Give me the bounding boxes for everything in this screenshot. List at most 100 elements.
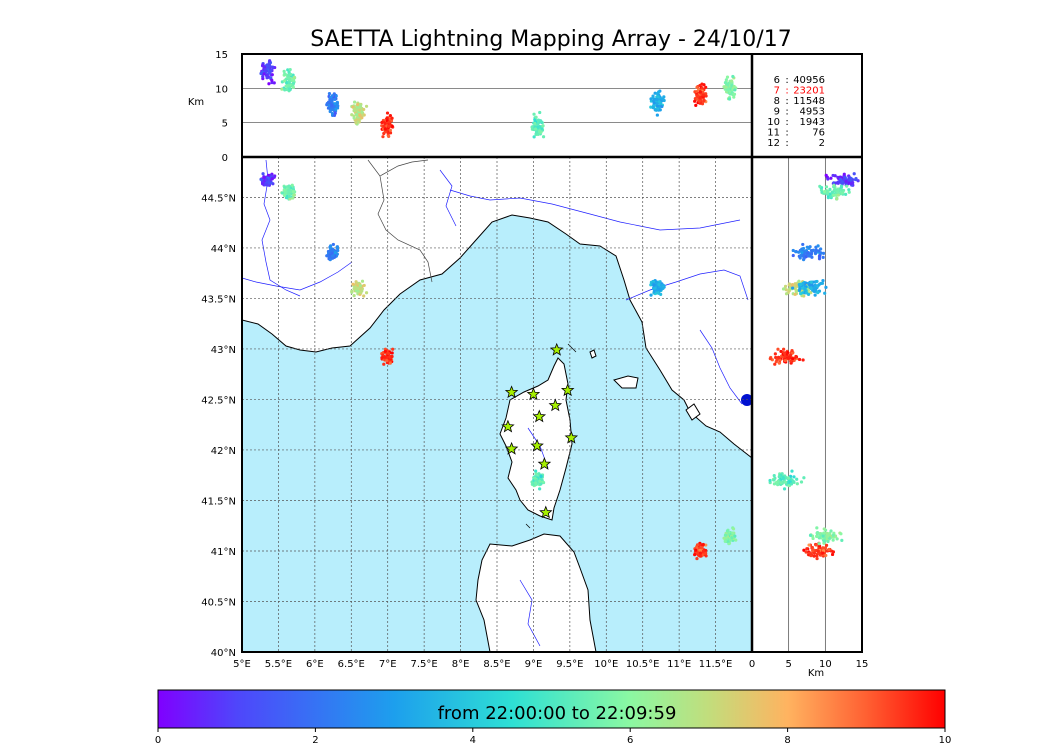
right-source-point bbox=[804, 291, 809, 295]
map-source-point bbox=[260, 182, 265, 186]
map-x-tick-label: 10°E bbox=[594, 659, 618, 670]
right-source-point bbox=[773, 352, 777, 356]
top-source-point bbox=[288, 67, 292, 72]
right-source-point bbox=[841, 191, 845, 195]
map-y-tick-label: 43°N bbox=[211, 345, 236, 356]
top-source-point bbox=[694, 103, 698, 107]
right-source-point bbox=[812, 554, 816, 558]
top-source-point bbox=[657, 100, 661, 104]
map-source-point bbox=[364, 291, 369, 295]
right-source-point bbox=[849, 178, 853, 182]
top-source-point bbox=[729, 79, 734, 83]
map-source-point bbox=[388, 361, 392, 365]
right-source-point bbox=[853, 177, 858, 182]
map-source-point bbox=[383, 355, 387, 359]
right-source-point bbox=[819, 247, 823, 251]
map-y-tick-label: 42°N bbox=[211, 446, 236, 457]
right-source-point bbox=[817, 283, 821, 287]
top-source-point bbox=[354, 120, 358, 125]
top-source-point bbox=[698, 96, 702, 100]
right-source-point bbox=[818, 184, 822, 188]
river-arno bbox=[625, 269, 749, 301]
legend-altitude-label: 11 bbox=[767, 128, 780, 139]
map-source-point bbox=[693, 552, 697, 557]
top-source-point bbox=[693, 90, 697, 94]
top-source-point bbox=[726, 88, 730, 92]
legend-separator: : bbox=[785, 107, 788, 118]
top-source-point bbox=[286, 75, 290, 80]
map-source-point bbox=[331, 253, 335, 258]
map-source-point bbox=[267, 181, 271, 185]
map-source-point bbox=[330, 248, 334, 252]
right-source-point bbox=[856, 179, 860, 183]
map-source-point bbox=[264, 177, 268, 182]
top-source-point bbox=[534, 132, 538, 136]
top-source-point bbox=[287, 73, 291, 77]
right-source-point bbox=[798, 287, 802, 291]
map-source-cluster bbox=[280, 183, 297, 201]
top-source-point bbox=[652, 101, 656, 105]
top-source-point bbox=[655, 113, 659, 117]
right-panel-gridlines bbox=[788, 157, 826, 652]
map-source-point bbox=[283, 191, 287, 195]
top-source-point bbox=[287, 70, 291, 74]
right-source-point bbox=[823, 291, 827, 295]
figure-title: SAETTA Lightning Mapping Array - 24/10/1… bbox=[310, 27, 791, 52]
top-panel-sources bbox=[259, 59, 738, 139]
top-source-cluster bbox=[259, 59, 277, 86]
right-source-point bbox=[840, 538, 844, 542]
top-source-point bbox=[352, 116, 356, 120]
map-source-point bbox=[541, 480, 545, 484]
map-x-tick-label: 8°E bbox=[452, 659, 470, 670]
map-source-point bbox=[534, 469, 538, 473]
top-source-point bbox=[661, 97, 665, 102]
right-source-point bbox=[816, 244, 820, 248]
right-source-point bbox=[790, 348, 794, 353]
right-source-point bbox=[808, 533, 813, 537]
map-source-point bbox=[383, 349, 387, 354]
top-source-point bbox=[280, 87, 284, 91]
top-source-point bbox=[660, 104, 664, 109]
top-y-tick-label: 15 bbox=[215, 50, 228, 61]
right-source-point bbox=[844, 192, 848, 196]
right-source-point bbox=[781, 287, 786, 291]
right-source-point bbox=[815, 554, 819, 558]
colorbar-gradient bbox=[157, 689, 946, 729]
right-source-point bbox=[806, 254, 810, 258]
top-source-point bbox=[286, 68, 290, 72]
right-source-point bbox=[840, 188, 844, 192]
right-source-point bbox=[799, 282, 803, 287]
map-source-point bbox=[731, 527, 736, 531]
map-source-point bbox=[649, 293, 653, 297]
top-source-point bbox=[724, 78, 728, 82]
right-source-point bbox=[821, 534, 825, 538]
legend-count-value: 11548 bbox=[793, 96, 825, 107]
right-source-point bbox=[817, 257, 822, 261]
right-source-point bbox=[826, 177, 830, 181]
map-x-tick-label: 6.5°E bbox=[338, 659, 365, 670]
top-source-point bbox=[732, 84, 736, 89]
map-source-point bbox=[327, 255, 331, 259]
right-source-point bbox=[797, 357, 802, 362]
right-source-point bbox=[835, 537, 839, 541]
right-source-point bbox=[782, 487, 787, 491]
right-source-cluster bbox=[802, 541, 836, 561]
right-source-point bbox=[839, 181, 844, 185]
top-source-point bbox=[649, 105, 653, 109]
top-source-point bbox=[352, 109, 356, 113]
top-source-point bbox=[532, 135, 536, 139]
right-x-tick-label: 10 bbox=[819, 659, 832, 670]
top-source-point bbox=[693, 99, 697, 103]
map-y-tick-label: 43.5°N bbox=[201, 294, 236, 305]
map-source-point bbox=[733, 534, 737, 538]
legend-count-value: 40956 bbox=[793, 75, 825, 86]
map-source-point bbox=[657, 282, 661, 287]
legend-count-value: 4953 bbox=[800, 107, 825, 118]
right-source-point bbox=[783, 358, 787, 363]
map-source-point bbox=[291, 196, 295, 200]
map-source-point bbox=[695, 556, 699, 561]
right-panel-xlabel: Km bbox=[808, 668, 824, 679]
right-source-point bbox=[801, 242, 805, 247]
top-source-point bbox=[267, 71, 271, 75]
map-source-point bbox=[725, 529, 730, 533]
